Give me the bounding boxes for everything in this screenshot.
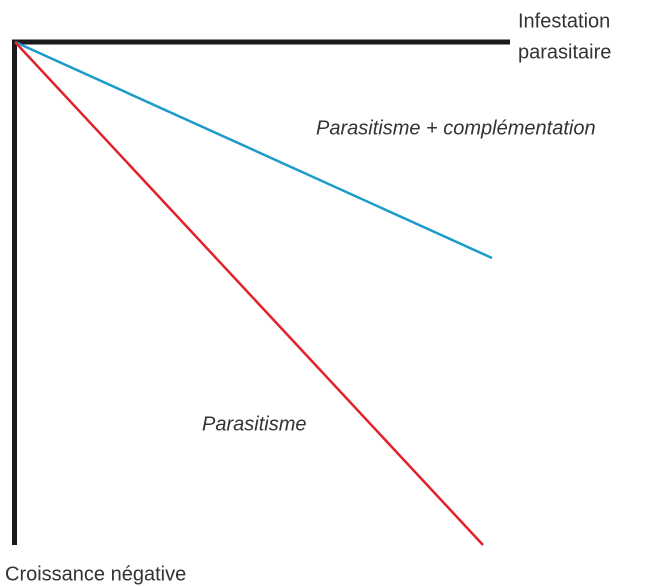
y-axis-label: Croissance négative [5, 563, 186, 585]
complementation-line [14, 40, 493, 260]
x-axis-label: parasitaire [518, 41, 611, 63]
parasitism-line [14, 41, 484, 546]
x-axis-label: Infestation [518, 10, 610, 32]
curve-label: Parasitisme + complémentation [316, 117, 596, 139]
curve-label: Parasitisme [202, 413, 306, 435]
